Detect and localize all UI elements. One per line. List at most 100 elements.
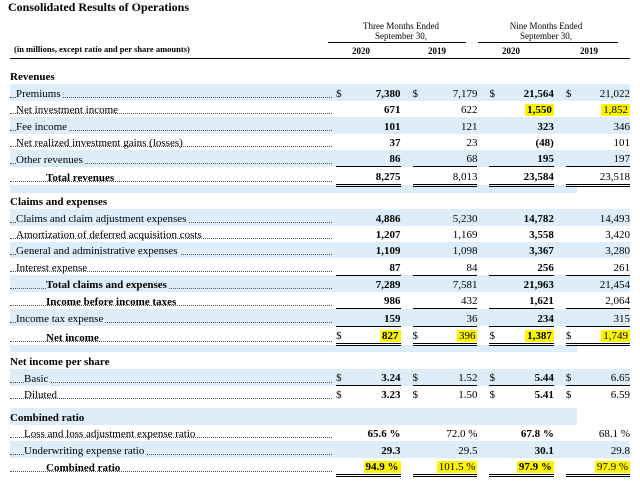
row-label-uw_ratio: Underwriting expense ratio (10, 441, 337, 458)
currency-symbol (336, 117, 348, 134)
row-label-net: Net income (10, 326, 336, 344)
value-cell-total_claims-0: 7,289 (347, 275, 401, 293)
section-header-row: Revenues (10, 68, 630, 84)
value-cell-interest-0: 87 (347, 258, 401, 276)
value-text: 8,013 (452, 170, 478, 183)
value-text: 7,581 (452, 279, 478, 292)
row-label-text: Interest expense (16, 262, 88, 275)
value-text: 14,782 (523, 212, 554, 225)
value-text: 6.59 (610, 389, 630, 402)
value-text: 72.0 % (446, 428, 478, 441)
unit-note: (in millions, except ratio and per share… (14, 44, 190, 54)
value-text: 29.8 (610, 444, 630, 457)
value-text: 5.44 (534, 372, 554, 385)
table-row: Premiums $7,380 $7,179 $21,564 $21,022 (10, 84, 630, 101)
currency-symbol: $ (565, 84, 577, 101)
value-text: 827 (380, 330, 401, 343)
currency-symbol (566, 425, 577, 441)
currency-symbol: $ (336, 385, 348, 403)
value-text: 346 (613, 120, 631, 133)
row-label-text: Combined ratio (46, 462, 121, 475)
value-cell-loss_ratio-0: 65.6 % (347, 425, 401, 441)
value-text: 3,367 (529, 245, 554, 258)
currency-symbol (489, 441, 501, 458)
currency-symbol (336, 149, 348, 168)
value-cell-total_claims-1: 7,581 (423, 275, 478, 293)
row-label-nrig: Net realized investment gains (losses) (10, 134, 336, 150)
value-cell-tax-1: 36 (423, 308, 478, 327)
currency-symbol (336, 209, 348, 226)
currency-symbol (489, 292, 501, 310)
nine-months-header: Nine Months Ended September 30, (484, 21, 608, 41)
currency-symbol: $ (565, 385, 577, 403)
value-cell-claims_adj-3: 14,493 (576, 209, 630, 226)
value-text: 1,749 (601, 330, 630, 343)
value-cell-ga-1: 1,098 (423, 241, 478, 259)
currency-symbol (565, 441, 577, 458)
row-label-text: Net investment income (16, 104, 119, 117)
value-cell-fee-1: 121 (423, 117, 478, 134)
currency-symbol (413, 425, 424, 441)
value-cell-premiums-3: 21,022 (576, 84, 630, 101)
value-text: 195 (537, 153, 554, 166)
value-cell-amort-3: 3,420 (577, 226, 630, 242)
currency-symbol (489, 209, 501, 226)
value-cell-other-3: 197 (576, 149, 630, 168)
value-text: 68.1 % (598, 428, 630, 441)
currency-symbol (412, 292, 424, 310)
currency-symbol: $ (412, 368, 424, 386)
value-cell-ga-2: 3,367 (500, 241, 554, 259)
currency-symbol (489, 117, 501, 134)
row-label-claims_adj: Claims and claim adjustment expenses (10, 209, 337, 226)
value-cell-interest-3: 261 (576, 258, 630, 276)
row-label-text: Income tax expense (16, 313, 106, 326)
leader-dots (10, 322, 333, 324)
value-cell-tax-0: 159 (347, 308, 401, 327)
row-label-combined: Combined ratio (10, 458, 336, 476)
row-label-loss_ratio: Loss and loss adjustment expense ratio (10, 425, 336, 441)
value-cell-nrig-2: (48) (501, 134, 554, 150)
row-label-text: Basic (24, 372, 51, 385)
value-cell-claims_adj-2: 14,782 (500, 209, 554, 226)
value-cell-net-2: 1,387 (500, 326, 554, 347)
currency-symbol (489, 275, 501, 293)
currency-symbol (566, 101, 577, 117)
value-text: 84 (466, 261, 478, 274)
leader-dots (10, 237, 333, 239)
section-title-claims: Claims and expenses (10, 196, 108, 209)
row-label-text: Loss and loss adjustment expense ratio (24, 428, 196, 441)
three-months-header: Three Months Ended September 30, (346, 21, 456, 41)
row-label-nii: Net investment income (10, 101, 336, 117)
row-label-text: Total claims and expenses (46, 279, 169, 292)
value-text: 86 (389, 153, 401, 166)
row-label-text: Underwriting expense ratio (24, 444, 147, 457)
value-text: 101 (613, 136, 631, 149)
value-text: 5,230 (452, 212, 478, 225)
currency-symbol: $ (336, 84, 348, 101)
row-label-text: Other revenues (16, 153, 85, 166)
value-cell-tax-3: 315 (576, 308, 630, 327)
row-label-text: Fee income (16, 120, 70, 133)
value-text: 87 (389, 261, 401, 274)
currency-symbol: $ (336, 326, 348, 347)
value-cell-diluted-2: 5.41 (500, 385, 554, 403)
value-text: 256 (537, 261, 554, 274)
value-text: 1,852 (601, 104, 630, 117)
table-row: Claims and claim adjustment expenses 4,88… (10, 209, 630, 226)
three-months-date: September 30, (375, 31, 427, 41)
value-text: 1.52 (458, 372, 478, 385)
currency-symbol (489, 101, 500, 117)
value-cell-total_rev-0: 8,275 (347, 166, 401, 187)
currency-symbol: $ (412, 326, 424, 347)
table-row: Combined ratio 94.9 % 101.5 % 97.9 % 97.9 % (10, 457, 630, 477)
value-cell-premiums-1: 7,179 (423, 84, 478, 101)
leader-dots (10, 145, 333, 147)
value-text: 101.5 % (436, 460, 478, 473)
row-label-text: Claims and claim adjustment expenses (16, 212, 189, 225)
value-cell-basic-0: 3.24 (347, 368, 401, 386)
three-months-label: Three Months Ended (363, 21, 439, 31)
value-text: 6.65 (610, 372, 630, 385)
currency-symbol (336, 441, 348, 458)
leader-dots (10, 96, 333, 98)
leader-dots (10, 162, 333, 164)
